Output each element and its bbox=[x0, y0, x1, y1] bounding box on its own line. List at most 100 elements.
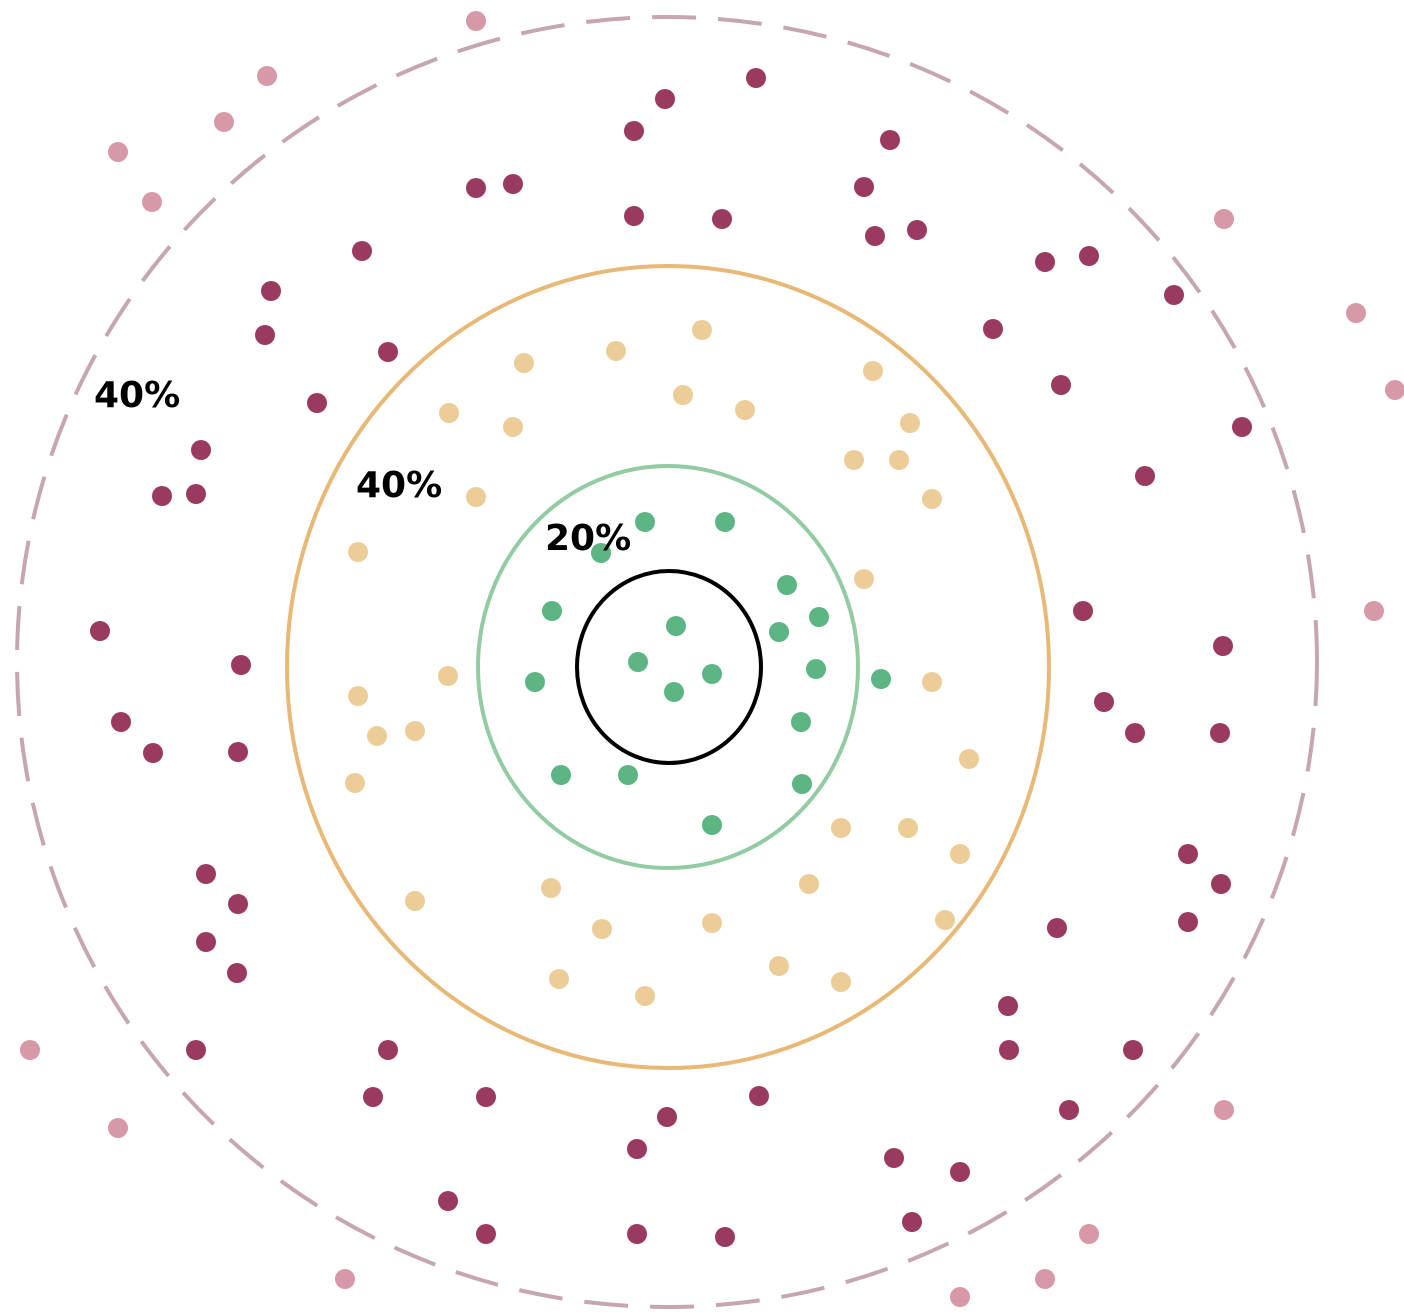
outer-dot bbox=[749, 1086, 769, 1106]
inner-dot bbox=[791, 712, 811, 732]
beyond-dot bbox=[1214, 209, 1234, 229]
dots bbox=[20, 11, 1404, 1307]
outer-dot bbox=[907, 220, 927, 240]
inner-dot bbox=[715, 512, 735, 532]
beyond-dot bbox=[108, 142, 128, 162]
middle-dot bbox=[549, 969, 569, 989]
middle-dot bbox=[692, 320, 712, 340]
inner-dot bbox=[635, 512, 655, 532]
outer-dot bbox=[152, 486, 172, 506]
outer-dot bbox=[902, 1212, 922, 1232]
outer-dot bbox=[854, 177, 874, 197]
outer-dot bbox=[1210, 723, 1230, 743]
outer-dot bbox=[186, 484, 206, 504]
outer-dot bbox=[378, 342, 398, 362]
outer-dot bbox=[627, 1224, 647, 1244]
middle-dot bbox=[345, 773, 365, 793]
outer-dot bbox=[196, 932, 216, 952]
middle-dot bbox=[503, 417, 523, 437]
outer-dot bbox=[186, 1040, 206, 1060]
beyond-dot bbox=[108, 1118, 128, 1138]
beyond-dot bbox=[1214, 1100, 1234, 1120]
middle-dot bbox=[514, 353, 534, 373]
outer-dot bbox=[1135, 466, 1155, 486]
middle-ring bbox=[285, 264, 1051, 1070]
outer-dot bbox=[378, 1040, 398, 1060]
beyond-dot bbox=[1035, 1269, 1055, 1289]
middle-dot bbox=[606, 341, 626, 361]
middle-dot bbox=[405, 721, 425, 741]
beyond-dot bbox=[1385, 380, 1404, 400]
outer-dot bbox=[1213, 636, 1233, 656]
middle-dot bbox=[844, 450, 864, 470]
middle-dot bbox=[702, 913, 722, 933]
outer-dot bbox=[476, 1087, 496, 1107]
outer-dot bbox=[307, 393, 327, 413]
outer-dot bbox=[1047, 918, 1067, 938]
outer-dot bbox=[1094, 692, 1114, 712]
outer-dot bbox=[503, 174, 523, 194]
inner-dot bbox=[806, 659, 826, 679]
middle-dot bbox=[854, 569, 874, 589]
middle-dot bbox=[592, 919, 612, 939]
inner-dot bbox=[702, 815, 722, 835]
beyond-dot bbox=[335, 1269, 355, 1289]
outer-dot bbox=[90, 621, 110, 641]
outer-dot bbox=[1059, 1100, 1079, 1120]
outer-dot bbox=[1073, 601, 1093, 621]
outer-dot bbox=[950, 1162, 970, 1182]
middle-dot bbox=[348, 686, 368, 706]
inner-dot bbox=[792, 774, 812, 794]
middle-dot bbox=[438, 666, 458, 686]
inner-dot bbox=[525, 672, 545, 692]
outer-dot bbox=[1035, 252, 1055, 272]
outer-dot bbox=[352, 241, 372, 261]
outer-dot bbox=[627, 1139, 647, 1159]
outer-dot bbox=[363, 1087, 383, 1107]
beyond-dot bbox=[1079, 1224, 1099, 1244]
inner-dot bbox=[618, 765, 638, 785]
outer-dot bbox=[466, 178, 486, 198]
inner-dot bbox=[769, 622, 789, 642]
inner-ring bbox=[476, 464, 860, 870]
outer-dot bbox=[865, 226, 885, 246]
middle-dot bbox=[935, 910, 955, 930]
middle-dot bbox=[900, 413, 920, 433]
middle-dot bbox=[922, 672, 942, 692]
inner-dot bbox=[777, 575, 797, 595]
outer-dot bbox=[1164, 285, 1184, 305]
outer-dot bbox=[880, 130, 900, 150]
middle-dot bbox=[769, 956, 789, 976]
outer-dot bbox=[143, 743, 163, 763]
outer-dot bbox=[712, 209, 732, 229]
center-dot bbox=[628, 652, 648, 672]
middle-dot bbox=[367, 726, 387, 746]
inner-dot bbox=[871, 669, 891, 689]
middle-dot bbox=[959, 749, 979, 769]
outer-dot bbox=[231, 655, 251, 675]
outer-dot bbox=[884, 1148, 904, 1168]
outer-dot bbox=[1079, 246, 1099, 266]
outer-dot bbox=[655, 89, 675, 109]
middle-dot bbox=[950, 844, 970, 864]
beyond-dot bbox=[1346, 303, 1366, 323]
outer-dot bbox=[261, 281, 281, 301]
middle-dot bbox=[922, 489, 942, 509]
inner-dot bbox=[591, 543, 611, 563]
outer-dot bbox=[715, 1227, 735, 1247]
middle-dot bbox=[799, 874, 819, 894]
outer-dot bbox=[1178, 844, 1198, 864]
inner-dot bbox=[809, 607, 829, 627]
rings bbox=[15, 15, 1319, 1309]
beyond-dot bbox=[1364, 601, 1384, 621]
beyond-dot bbox=[466, 11, 486, 31]
middle-dot bbox=[466, 487, 486, 507]
center-dot bbox=[664, 682, 684, 702]
outer-dot bbox=[476, 1224, 496, 1244]
outer-dot bbox=[191, 440, 211, 460]
middle-dot bbox=[673, 385, 693, 405]
outer-dot bbox=[111, 712, 131, 732]
outer-dot bbox=[746, 68, 766, 88]
middle-dot bbox=[405, 891, 425, 911]
